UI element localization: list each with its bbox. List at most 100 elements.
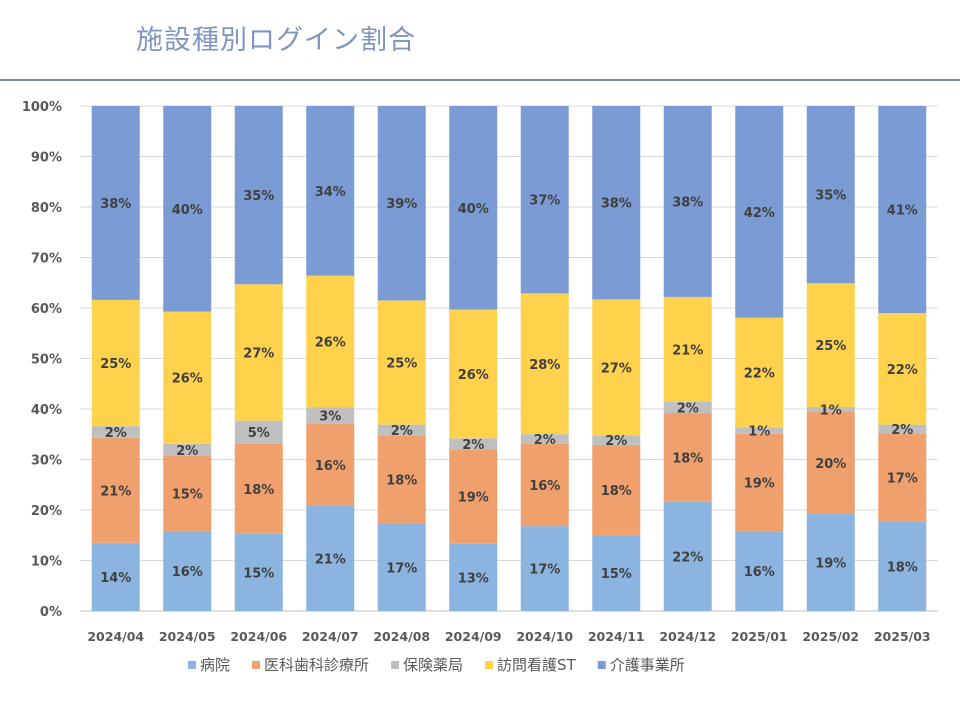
legend-label: 介護事業所 <box>610 656 685 674</box>
bar-segment <box>806 412 855 515</box>
data-label: 28% <box>529 358 560 373</box>
data-label: 22% <box>744 366 775 381</box>
bar-segment <box>735 433 784 532</box>
bar-segment <box>163 106 212 312</box>
y-tick-label: 0% <box>40 605 62 620</box>
bar-segment <box>306 423 355 506</box>
bar-segment <box>592 106 641 300</box>
legend-swatch <box>485 661 494 669</box>
data-label: 3% <box>319 410 341 425</box>
bar-segment <box>878 106 927 314</box>
data-label: 38% <box>100 197 131 212</box>
data-label: 38% <box>672 195 703 210</box>
bar-segment <box>91 299 140 427</box>
bar-segment <box>449 309 498 439</box>
data-label: 26% <box>172 372 203 387</box>
bar-segment <box>735 427 784 434</box>
bar-segment <box>806 283 855 407</box>
bar-segment <box>449 438 498 450</box>
data-label: 2% <box>605 434 627 449</box>
bar-segment <box>377 435 426 524</box>
data-label: 18% <box>672 451 703 466</box>
bar-segment <box>163 455 212 532</box>
bar-segment <box>878 521 927 611</box>
x-tick-label: 2025/02 <box>802 629 859 644</box>
gridlines <box>80 105 938 612</box>
data-label: 16% <box>744 565 775 580</box>
bar-segment <box>163 311 212 444</box>
data-label: 16% <box>172 565 203 580</box>
bar-segment <box>520 443 569 527</box>
y-tick-label: 90% <box>31 151 62 166</box>
data-label: 19% <box>815 557 846 572</box>
data-label: 15% <box>601 567 632 582</box>
data-label: 40% <box>458 202 489 217</box>
y-tick-label: 20% <box>31 504 62 519</box>
bar-segment <box>592 535 641 611</box>
data-label: 18% <box>386 473 417 488</box>
data-label: 41% <box>887 204 918 219</box>
data-label: 18% <box>601 484 632 499</box>
page-title: 施設種別ログイン割合 <box>136 25 416 56</box>
legend-label: 病院 <box>200 656 230 674</box>
x-tick-label: 2024/08 <box>373 629 430 644</box>
bar-segment <box>663 501 712 611</box>
bar-segment <box>735 531 784 611</box>
legend-label: 訪問看護ST <box>497 656 577 674</box>
bar-segment <box>377 300 426 425</box>
bar-segment <box>735 106 784 318</box>
legend-label: 保険薬局 <box>403 656 463 674</box>
data-label: 26% <box>315 336 346 351</box>
data-label: 19% <box>458 491 489 506</box>
bar-segment <box>735 317 784 428</box>
data-label: 25% <box>815 339 846 354</box>
data-label: 25% <box>386 357 417 372</box>
data-label: 13% <box>458 571 489 586</box>
y-tick-label: 80% <box>31 201 62 216</box>
bar-segment <box>91 542 140 611</box>
bar-segment <box>163 531 212 611</box>
bar-segment <box>592 299 641 436</box>
data-label: 17% <box>529 563 560 578</box>
bar-segment <box>449 543 498 611</box>
data-label: 40% <box>172 203 203 218</box>
data-label: 14% <box>100 571 131 586</box>
data-label: 21% <box>315 552 346 567</box>
x-tick-label: 2025/01 <box>731 629 788 644</box>
data-label: 1% <box>820 404 842 419</box>
y-tick-label: 10% <box>31 555 62 570</box>
data-label: 2% <box>462 438 484 453</box>
bar-segment <box>91 426 140 438</box>
data-label: 39% <box>386 197 417 212</box>
y-tick-label: 60% <box>31 302 62 317</box>
bar-segment <box>234 443 283 534</box>
legend-swatch <box>597 661 606 669</box>
data-label: 19% <box>744 476 775 491</box>
data-label: 2% <box>677 401 699 416</box>
data-label: 18% <box>887 560 918 575</box>
bar-segment <box>91 106 140 300</box>
data-label: 16% <box>315 459 346 474</box>
data-label: 15% <box>172 488 203 503</box>
bar-segment <box>878 313 927 425</box>
data-label: 22% <box>672 550 703 565</box>
bar-segment <box>234 284 283 421</box>
bar-segment <box>663 296 712 402</box>
data-label: 34% <box>315 185 346 200</box>
bar-segment <box>377 523 426 611</box>
bar-segment <box>520 106 569 294</box>
data-label: 21% <box>672 343 703 358</box>
bar-segment <box>663 106 712 297</box>
bar-segment <box>234 533 283 611</box>
bar-segment <box>234 420 283 444</box>
legend-swatch <box>252 661 261 669</box>
bars <box>91 106 927 611</box>
data-label: 16% <box>529 479 560 494</box>
data-label: 27% <box>243 346 274 361</box>
x-tick-label: 2024/07 <box>302 629 359 644</box>
data-label: 38% <box>601 197 632 212</box>
data-label: 2% <box>105 426 127 441</box>
bar-segment <box>878 433 927 522</box>
y-tick-label: 100% <box>22 100 62 115</box>
x-tick-label: 2025/03 <box>874 629 931 644</box>
